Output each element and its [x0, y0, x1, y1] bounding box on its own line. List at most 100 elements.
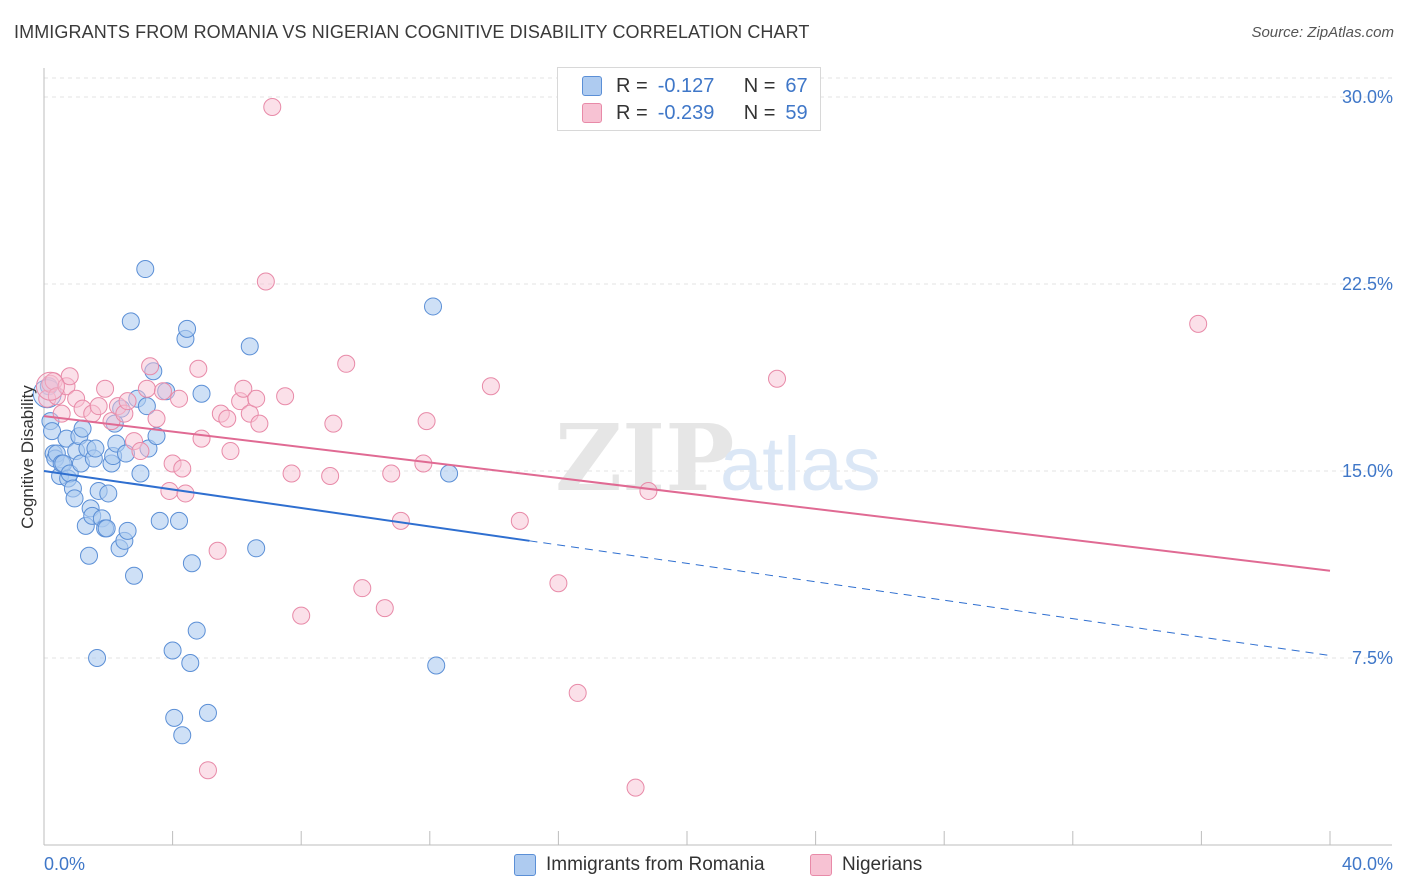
point-nigerians	[60, 367, 79, 386]
point-romania	[88, 649, 107, 667]
legend-item-romania[interactable]: Immigrants from Romania	[514, 851, 765, 879]
legend-r-value: -0.239	[657, 101, 715, 124]
point-romania	[99, 484, 118, 503]
point-romania	[125, 566, 144, 585]
point-romania	[118, 521, 137, 540]
point-romania	[163, 641, 182, 660]
point-nigerians	[337, 354, 356, 373]
point-nigerians	[147, 409, 166, 428]
y-tick-label: 22.5%	[1342, 274, 1393, 294]
legend-n-value: 67	[785, 74, 808, 97]
point-nigerians	[137, 379, 156, 398]
series-legend: Immigrants from Romania Nigerians	[0, 851, 1406, 879]
point-nigerians	[292, 606, 311, 625]
point-nigerians	[375, 599, 394, 618]
point-romania	[247, 539, 266, 558]
point-nigerians	[96, 379, 115, 398]
point-nigerians	[247, 389, 266, 408]
legend-r-label: R =	[616, 74, 648, 97]
point-romania	[86, 439, 105, 458]
point-nigerians	[218, 409, 237, 428]
watermark-atlas: atlas	[720, 422, 881, 507]
legend-n-value: 59	[785, 101, 808, 124]
point-nigerians	[417, 412, 436, 431]
point-nigerians	[198, 761, 217, 780]
stats-legend: R = -0.127 N = 67 R = -0.239 N = 59	[557, 67, 821, 131]
point-romania	[121, 312, 140, 331]
legend-row-romania: R = -0.127 N = 67	[582, 73, 808, 99]
legend-n-label: N =	[743, 74, 776, 97]
point-nigerians	[626, 778, 645, 797]
y-tick-label: 15.0%	[1342, 461, 1393, 481]
point-nigerians	[189, 359, 208, 378]
point-romania	[165, 708, 184, 727]
point-nigerians	[208, 541, 227, 560]
point-romania	[170, 511, 189, 530]
x-tick-label: 40.0%	[1342, 854, 1393, 874]
point-nigerians	[250, 414, 269, 433]
point-romania	[65, 489, 84, 508]
point-romania	[178, 319, 197, 338]
point-romania	[97, 519, 116, 538]
point-romania	[173, 726, 192, 745]
point-nigerians	[768, 369, 787, 388]
point-nigerians	[89, 397, 108, 416]
point-romania	[192, 384, 211, 403]
point-nigerians	[173, 459, 192, 478]
legend-swatch-blue	[514, 854, 536, 876]
point-romania	[136, 260, 155, 279]
point-nigerians	[192, 429, 211, 448]
legend-label: Nigerians	[842, 854, 923, 875]
point-romania	[43, 422, 62, 441]
point-nigerians	[1189, 314, 1208, 333]
point-romania	[424, 297, 443, 316]
point-romania	[182, 554, 201, 573]
point-nigerians	[510, 511, 529, 530]
point-romania	[73, 419, 92, 438]
point-nigerians	[382, 464, 401, 483]
legend-swatch-pink	[582, 103, 602, 123]
trendline-romania	[43, 470, 530, 542]
point-nigerians	[353, 579, 372, 598]
x-tick-label: 0.0%	[44, 854, 85, 874]
point-romania	[181, 653, 200, 672]
point-nigerians	[35, 371, 65, 401]
point-nigerians	[321, 466, 340, 485]
legend-r-value: -0.127	[657, 74, 715, 97]
legend-label: Immigrants from Romania	[546, 854, 765, 875]
point-nigerians	[176, 484, 195, 503]
trendline-romania-extension	[529, 540, 1331, 657]
point-nigerians	[568, 683, 587, 702]
point-nigerians	[276, 387, 295, 406]
point-romania	[440, 464, 459, 483]
point-nigerians	[170, 389, 189, 408]
point-romania	[240, 337, 259, 356]
point-nigerians	[118, 392, 137, 411]
point-nigerians	[481, 377, 500, 396]
legend-swatch-blue	[582, 76, 602, 96]
point-romania	[80, 546, 99, 565]
point-nigerians	[324, 414, 343, 433]
legend-item-nigerians[interactable]: Nigerians	[810, 851, 922, 879]
legend-swatch-pink	[810, 854, 832, 876]
point-nigerians	[153, 382, 172, 401]
trendline-nigerians	[43, 415, 1331, 572]
point-nigerians	[639, 481, 658, 500]
point-nigerians	[282, 464, 301, 483]
point-nigerians	[221, 442, 240, 461]
legend-row-nigerians: R = -0.239 N = 59	[582, 100, 808, 126]
y-tick-label: 7.5%	[1352, 648, 1393, 668]
source-label: Source: ZipAtlas.com	[1251, 24, 1394, 41]
point-romania	[131, 464, 150, 483]
point-nigerians	[131, 442, 150, 461]
y-axis-label: Cognitive Disability	[18, 385, 37, 529]
point-romania	[427, 656, 446, 675]
legend-r-label: R =	[616, 101, 648, 124]
point-nigerians	[234, 379, 253, 398]
point-nigerians	[549, 574, 568, 593]
y-tick-label: 30.0%	[1342, 87, 1393, 107]
point-romania	[150, 511, 169, 530]
point-nigerians	[256, 272, 275, 291]
chart-title: IMMIGRANTS FROM ROMANIA VS NIGERIAN COGN…	[14, 22, 810, 42]
